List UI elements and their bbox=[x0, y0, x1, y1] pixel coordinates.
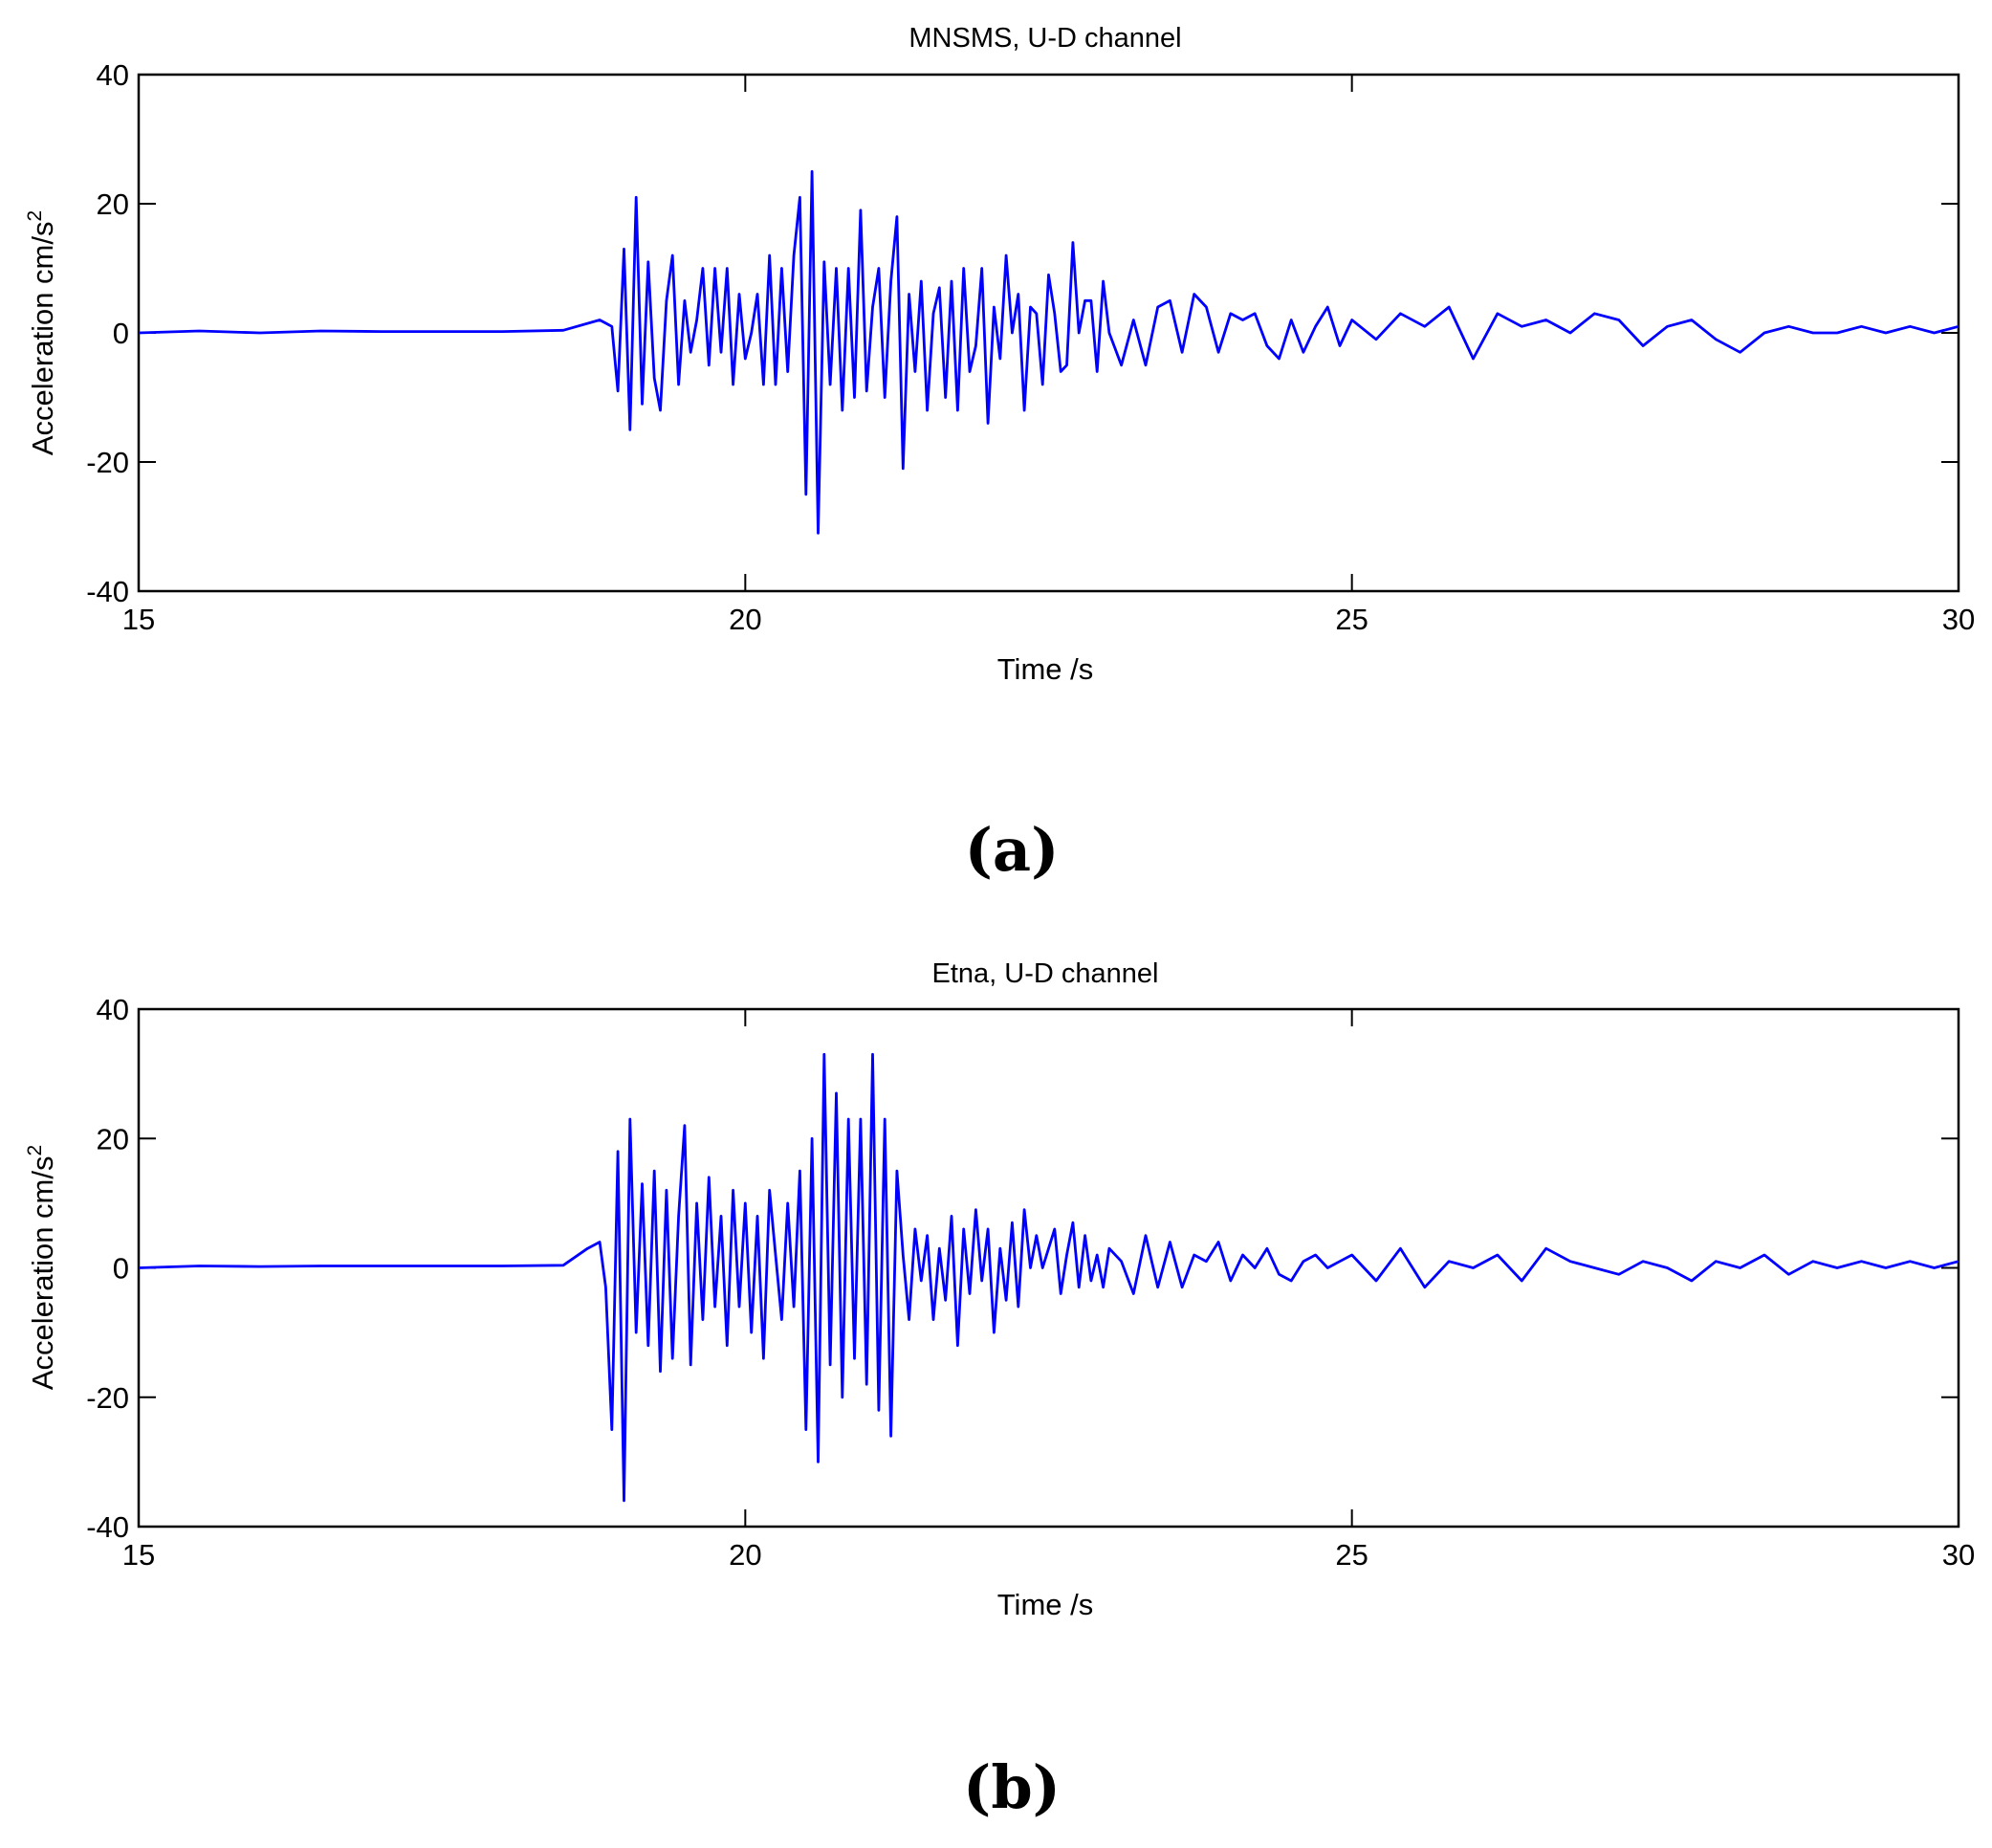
panel-b: Etna, U-D channel 15 20 25 30 40 20 0 -20 -40 Ti… bbox=[24, 958, 1975, 1822]
panel-b-y-tick-label: -20 bbox=[86, 1381, 129, 1415]
panel-a-letter: (a) bbox=[965, 815, 1060, 885]
panel-b-y-tick-label: 40 bbox=[97, 993, 129, 1026]
panel-b-title: Etna, U-D channel bbox=[932, 958, 1159, 989]
panel-b-y-axis-label-superscript: 2 bbox=[24, 1145, 46, 1156]
panel-b-x-axis-label: Time /s bbox=[997, 1588, 1093, 1621]
panel-a-x-tick-label: 30 bbox=[1942, 603, 1975, 636]
panel-a-y-axis-label-superscript: 2 bbox=[24, 210, 46, 222]
panel-b-letter-open: ( bbox=[963, 1752, 991, 1822]
panel-a-y-tick-label: 20 bbox=[97, 187, 129, 221]
panel-a-letter-open: ( bbox=[965, 815, 993, 885]
panel-b-y-axis-label-base: Acceleration cm/s bbox=[26, 1156, 59, 1391]
panel-b-trace bbox=[138, 1052, 1959, 1503]
panel-a-x-axis-label: Time /s bbox=[997, 652, 1093, 686]
panel-b-x-tick-label: 15 bbox=[122, 1538, 155, 1572]
panel-b-letter: (b) bbox=[963, 1752, 1061, 1822]
panel-b-y-tick-label: 0 bbox=[113, 1252, 129, 1286]
panel-a-trace bbox=[138, 169, 1959, 535]
panel-a-x-tick-label: 20 bbox=[729, 603, 761, 636]
panel-b-ticks: 15 20 25 30 40 20 0 -20 -40 bbox=[86, 993, 1975, 1572]
panel-b-letter-char: b bbox=[991, 1752, 1032, 1822]
panel-a-x-tick-label: 15 bbox=[122, 603, 155, 636]
panel-a-letter-char: a bbox=[993, 815, 1031, 885]
panel-b-x-tick-label: 25 bbox=[1335, 1538, 1368, 1572]
panel-a-y-tick-label: 40 bbox=[97, 58, 129, 92]
panel-b-letter-close: ) bbox=[1033, 1752, 1061, 1822]
panel-b-y-axis-label: Acceleration cm/s2 bbox=[24, 1145, 59, 1390]
panel-a: MNSMS, U-D channel 15 20 25 30 40 20 0 -20 -40 T… bbox=[24, 23, 1975, 885]
panel-a-x-tick-label: 25 bbox=[1335, 603, 1368, 636]
panel-b-x-tick-label: 20 bbox=[729, 1538, 761, 1572]
panel-a-y-tick-label: 0 bbox=[113, 317, 129, 350]
panel-b-y-tick-label: -40 bbox=[86, 1510, 129, 1544]
panel-a-y-axis-label: Acceleration cm/s2 bbox=[24, 210, 59, 455]
panel-a-ticks: 15 20 25 30 40 20 0 -20 -40 bbox=[86, 58, 1975, 636]
panel-b-x-tick-label: 30 bbox=[1942, 1538, 1975, 1572]
panel-b-y-tick-label: 20 bbox=[97, 1122, 129, 1155]
panel-a-letter-close: ) bbox=[1031, 815, 1059, 885]
panel-a-title: MNSMS, U-D channel bbox=[908, 23, 1181, 54]
panel-a-y-tick-label: -40 bbox=[86, 575, 129, 608]
panel-a-y-tick-label: -20 bbox=[86, 446, 129, 479]
panel-a-y-axis-label-base: Acceleration cm/s bbox=[26, 222, 59, 456]
